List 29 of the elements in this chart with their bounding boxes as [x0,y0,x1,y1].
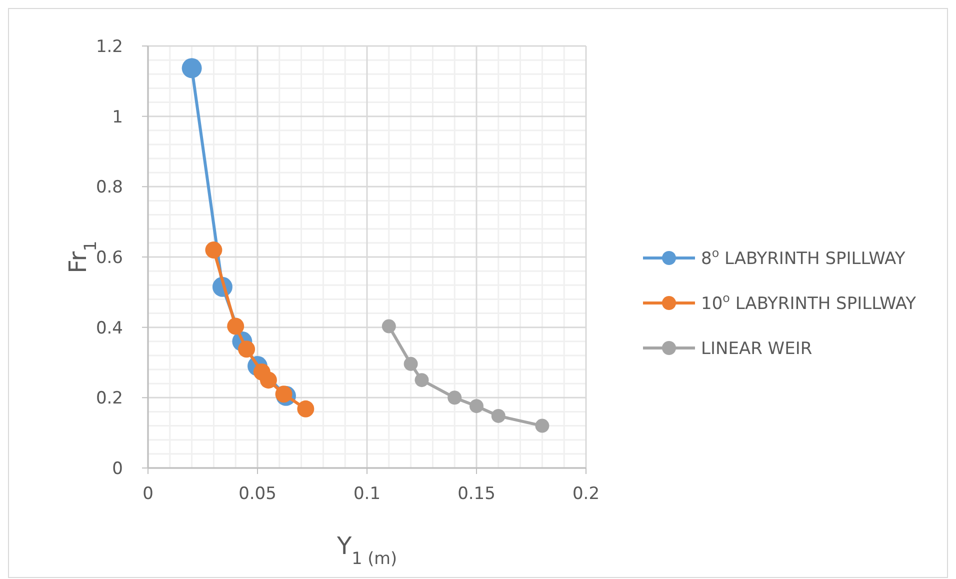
x-tick-label: 0.05 [238,484,276,504]
point [448,390,462,405]
point [275,386,292,403]
x-tick-label: 0 [142,484,154,504]
y-tick-label: 0.4 [96,318,123,338]
point [414,373,429,388]
point [297,400,314,418]
legend-label: 8$^{o}$ LABYRINTH SPILLWAY [701,246,906,269]
point [404,356,418,371]
y-tick-label: 1 [112,107,123,128]
point [205,241,222,258]
y-tick-label: 1.2 [96,37,123,57]
legend-label: 10$^{o}$ LABYRINTH SPILLWAY [701,291,917,314]
legend-label: LINEAR WEIR [701,339,812,359]
point [182,58,202,78]
point [382,319,396,334]
point [227,318,244,335]
point [491,408,506,423]
x-tick-label: 0.1 [353,484,381,504]
y-tick-label: 0.8 [96,178,123,198]
point [535,418,550,433]
x-tick-label: 0.2 [572,484,600,504]
point [260,372,277,389]
y-tick-label: 0.2 [96,388,123,409]
y-tick-label: 0 [112,459,123,479]
point [238,340,256,358]
x-tick-label: 0.15 [458,484,496,504]
x-axis-title: Y$_{1 (m)}$ [336,532,398,568]
point [470,399,484,414]
